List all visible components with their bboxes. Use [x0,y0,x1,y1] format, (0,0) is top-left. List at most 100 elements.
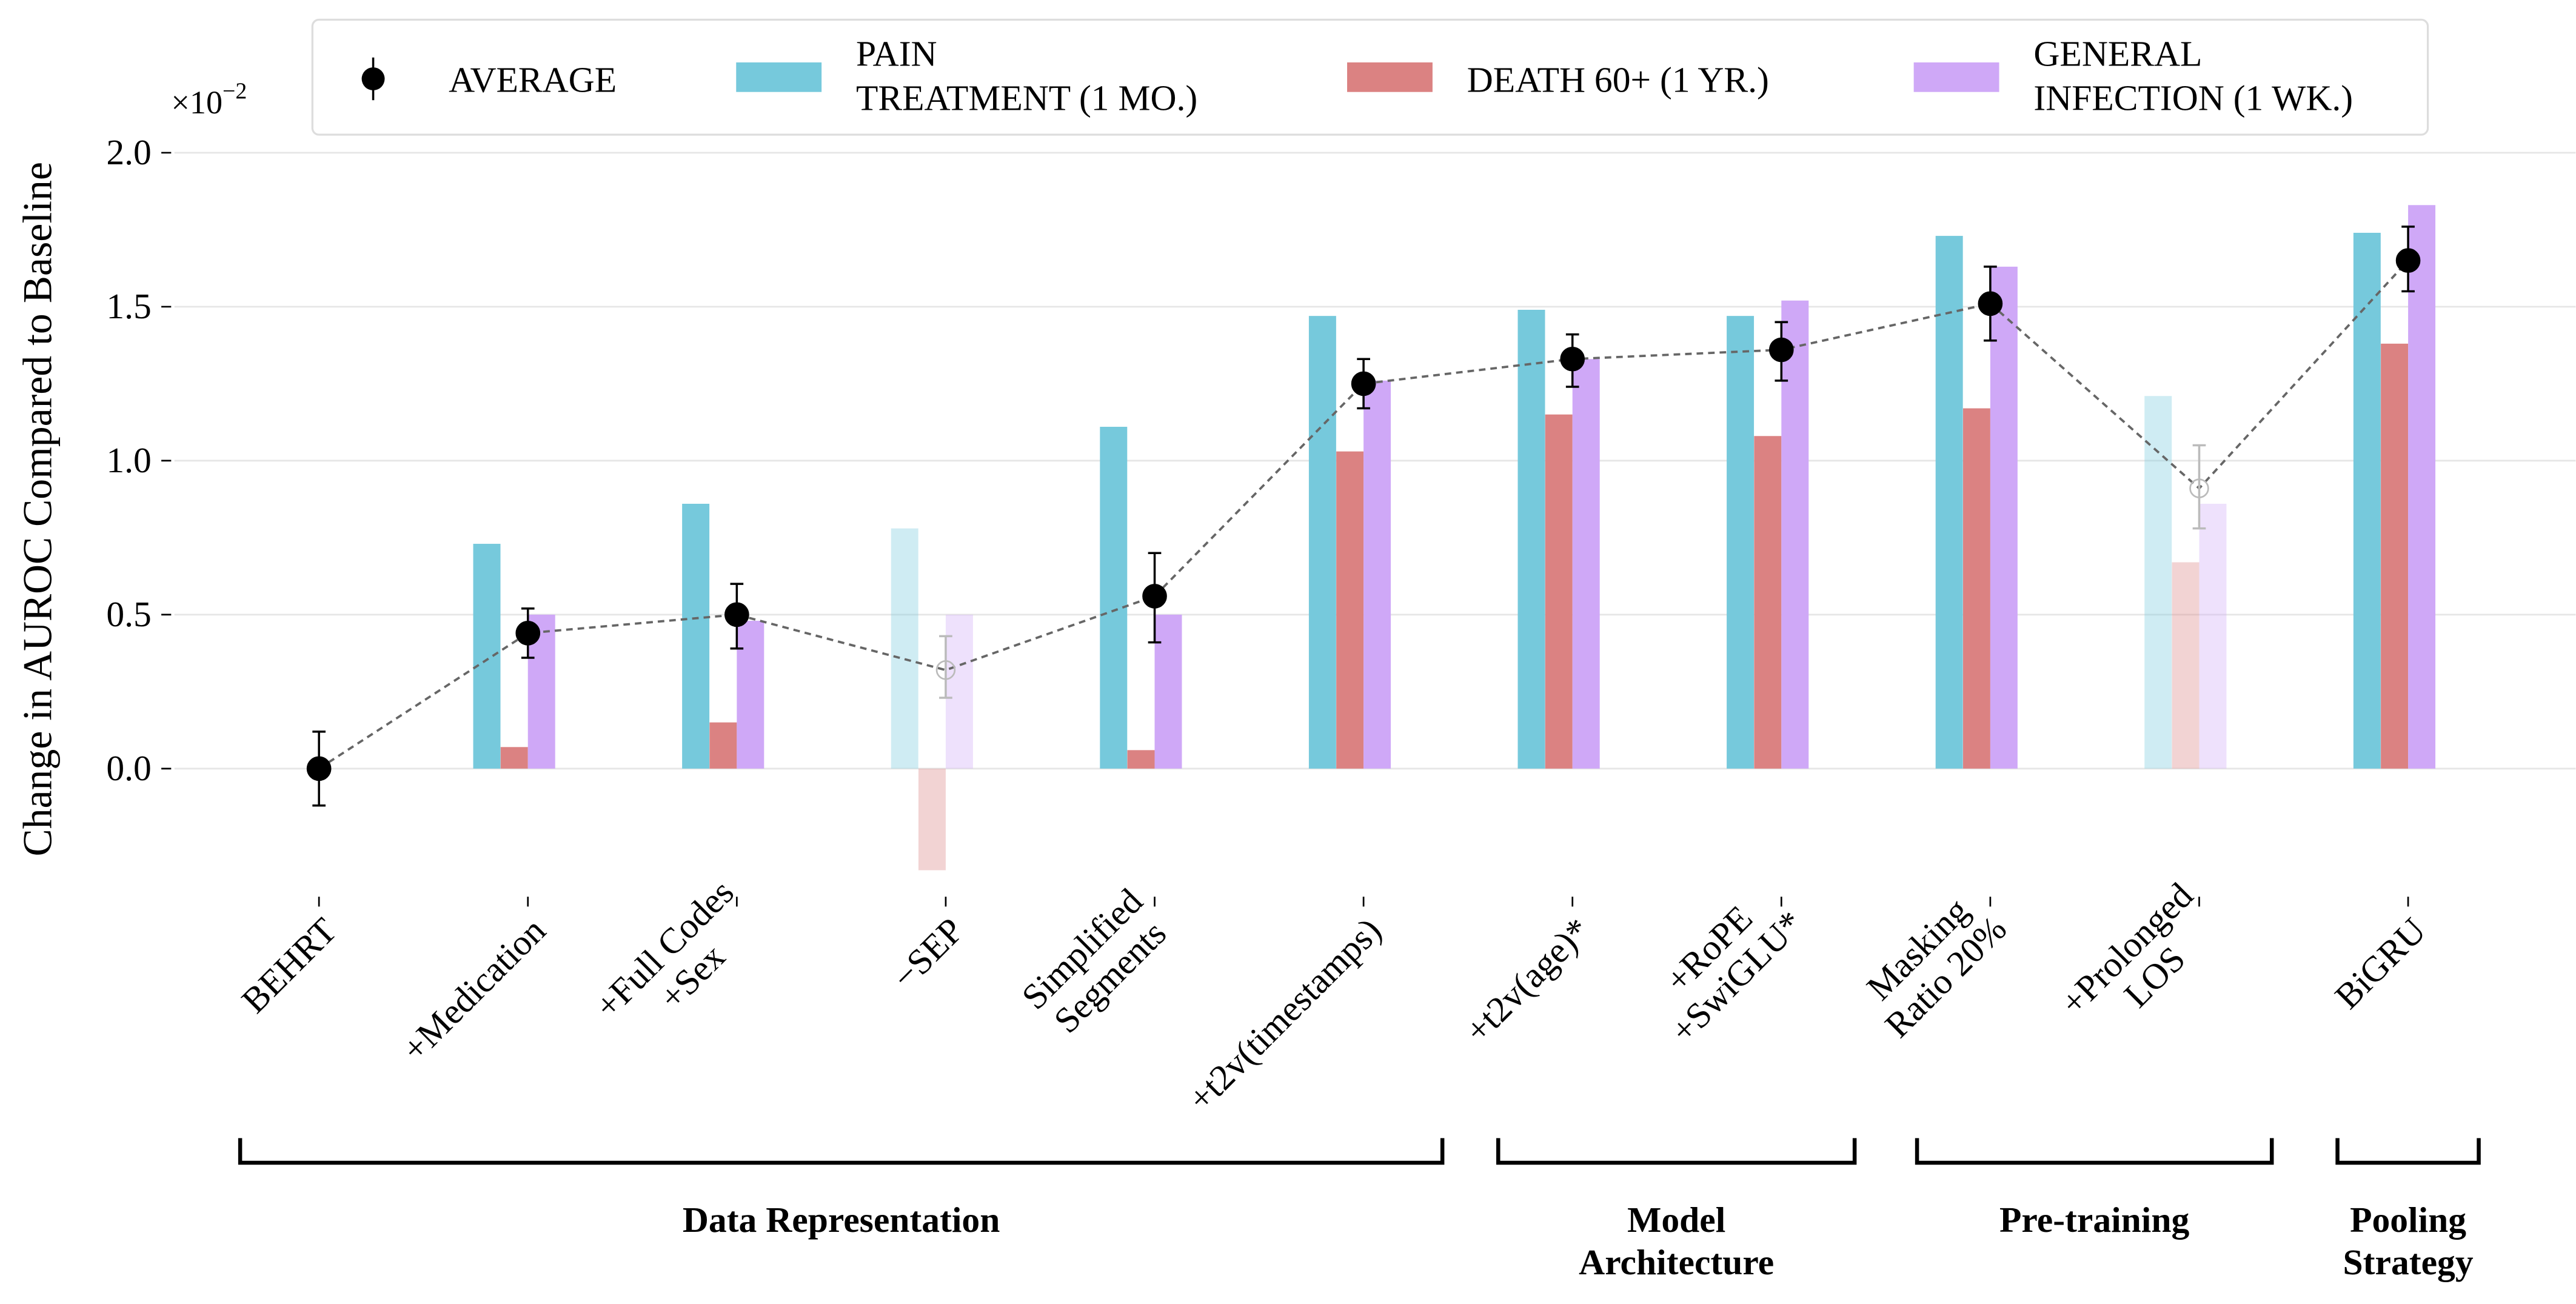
bar-series2-4 [1154,614,1182,769]
legend-swatch-2 [1913,62,1999,92]
y-tick-label: 1.5 [106,286,151,326]
bar-series2-8 [1990,266,2018,769]
bar-series0-5 [1308,316,1336,769]
x-tick-label-line: +Prolonged [2053,875,2201,1023]
y-tick-label: 0.5 [106,594,151,634]
bar-series1-8 [1962,408,1990,769]
y-tick-label: 0.0 [106,748,151,788]
legend-label-line: PAIN [856,33,937,73]
x-tick-label: +ProlongedLOS [2053,875,2229,1051]
bar-series1-9 [2172,562,2200,769]
average-point [1351,371,1376,396]
y-axis-multiplier: ×10−2 [171,79,247,121]
x-tick-label-line: BiGRU [2327,910,2433,1016]
average-point [2189,478,2209,498]
x-tick-label-line: +t2v(timestamps) [1180,910,1389,1118]
average-point [515,621,541,646]
x-tick-label: +t2v(age)* [1457,910,1598,1051]
x-tick-label-line: +t2v(age)* [1457,910,1598,1051]
bar-series1-6 [1545,414,1573,769]
bar-series2-10 [2408,205,2436,769]
bar-series0-4 [1100,427,1128,769]
group-label-line: Architecture [1579,1242,1774,1282]
legend-label-line: GENERAL [2033,33,2202,73]
x-tick-label: BEHRT [234,910,344,1020]
x-tick-label: +t2v(timestamps) [1180,910,1389,1118]
bar-series0-10 [2353,233,2381,769]
group-label: Model Architecture [1579,1200,1774,1282]
bar-series0-3 [891,528,918,769]
bar-series2-7 [1781,300,1809,769]
x-tick-label: SimplifiedSegments [1014,881,1179,1045]
bar-series2-6 [1572,359,1600,769]
bar-series1-7 [1754,436,1782,769]
x-axis: BEHRT +Medication +Full Codes+Sex −SEP Simpl… [234,872,2434,1118]
x-tick-label-line: −SEP [885,910,971,997]
average-point [1768,337,1794,363]
bar-series0-9 [2144,396,2172,769]
x-tick-label-line: BEHRT [234,910,344,1020]
legend-average-marker [361,67,385,90]
group-label-line: Data Representation [683,1200,1000,1240]
x-tick-label: BiGRU [2327,910,2433,1016]
average-point [306,756,332,781]
x-tick-label: +RoPE+SwiGLU* [1635,875,1811,1051]
group-bracket [1915,1138,2274,1165]
group-bracket [1496,1138,1857,1165]
average-point [935,660,956,680]
x-tick-label: MaskingRatio 20% [1849,880,2014,1045]
legend-label-line: TREATMENT (1 MO.) [856,78,1197,118]
legend-label-line: INFECTION (1 WK.) [2033,78,2353,118]
y-axis-label: Change in AUROC Compared to Baseline [15,162,61,856]
legend-label-line: DEATH 60+ (1 YR.) [1467,60,1769,100]
group-label-line: Strategy [2343,1242,2474,1282]
group-label: Pre-training [1999,1200,2189,1240]
bar-series0-6 [1517,309,1545,769]
average-point [724,602,749,627]
group-label: Pooling Strategy [2343,1200,2474,1282]
bar-series0-7 [1727,316,1755,769]
group-brackets: Data Representation Model Architecture Pre-… [238,1138,2481,1282]
legend-label-0: PAIN TREATMENT (1 MO.) [856,33,1197,118]
bars [473,205,2436,871]
bar-series2-5 [1363,380,1391,769]
bar-series0-8 [1935,236,1963,769]
x-tick-label-line: +Medication [394,910,553,1069]
group-label-line: Model [1627,1200,1725,1240]
average-point [1560,346,1585,372]
bar-series1-3 [918,768,946,871]
group-label-line: Pooling [2350,1200,2466,1240]
group-label-line: Pre-training [1999,1200,2189,1240]
legend-swatch-0 [736,62,822,92]
x-tick-label: +Medication [394,910,553,1069]
bar-series1-1 [500,747,528,769]
bar-series1-5 [1336,451,1364,769]
bar-series0-1 [473,544,501,769]
legend-label-1: DEATH 60+ (1 YR.) [1467,60,1769,100]
bar-series1-10 [2381,343,2409,769]
average-point [2395,248,2421,273]
x-tick-label: −SEP [885,910,971,997]
group-bracket [238,1138,1445,1165]
legend-swatch-1 [1347,62,1433,92]
bar-series1-4 [1127,750,1155,769]
y-tick-label: 2.0 [106,132,151,172]
group-label: Data Representation [683,1200,1000,1240]
legend: AVERAGE PAIN TREATMENT (1 MO.) DEATH 60+ (1… [311,18,2429,136]
bar-series2-2 [737,621,764,769]
bar-series2-9 [2199,504,2227,769]
bar-series0-2 [682,504,710,769]
bar-series1-2 [709,722,737,769]
legend-average-label: AVERAGE [449,60,617,100]
x-tick-label-line: +Full Codes [587,872,741,1026]
average-point [1142,584,1167,609]
average-line [318,259,2409,770]
average-series [306,226,2421,807]
x-tick-label: +Full Codes+Sex [587,872,769,1054]
bar-series2-3 [945,614,973,769]
group-bracket [2335,1138,2481,1165]
average-point [1978,291,2003,316]
y-tick-label: 1.0 [106,440,151,480]
legend-label-2: GENERAL INFECTION (1 WK.) [2033,33,2353,118]
